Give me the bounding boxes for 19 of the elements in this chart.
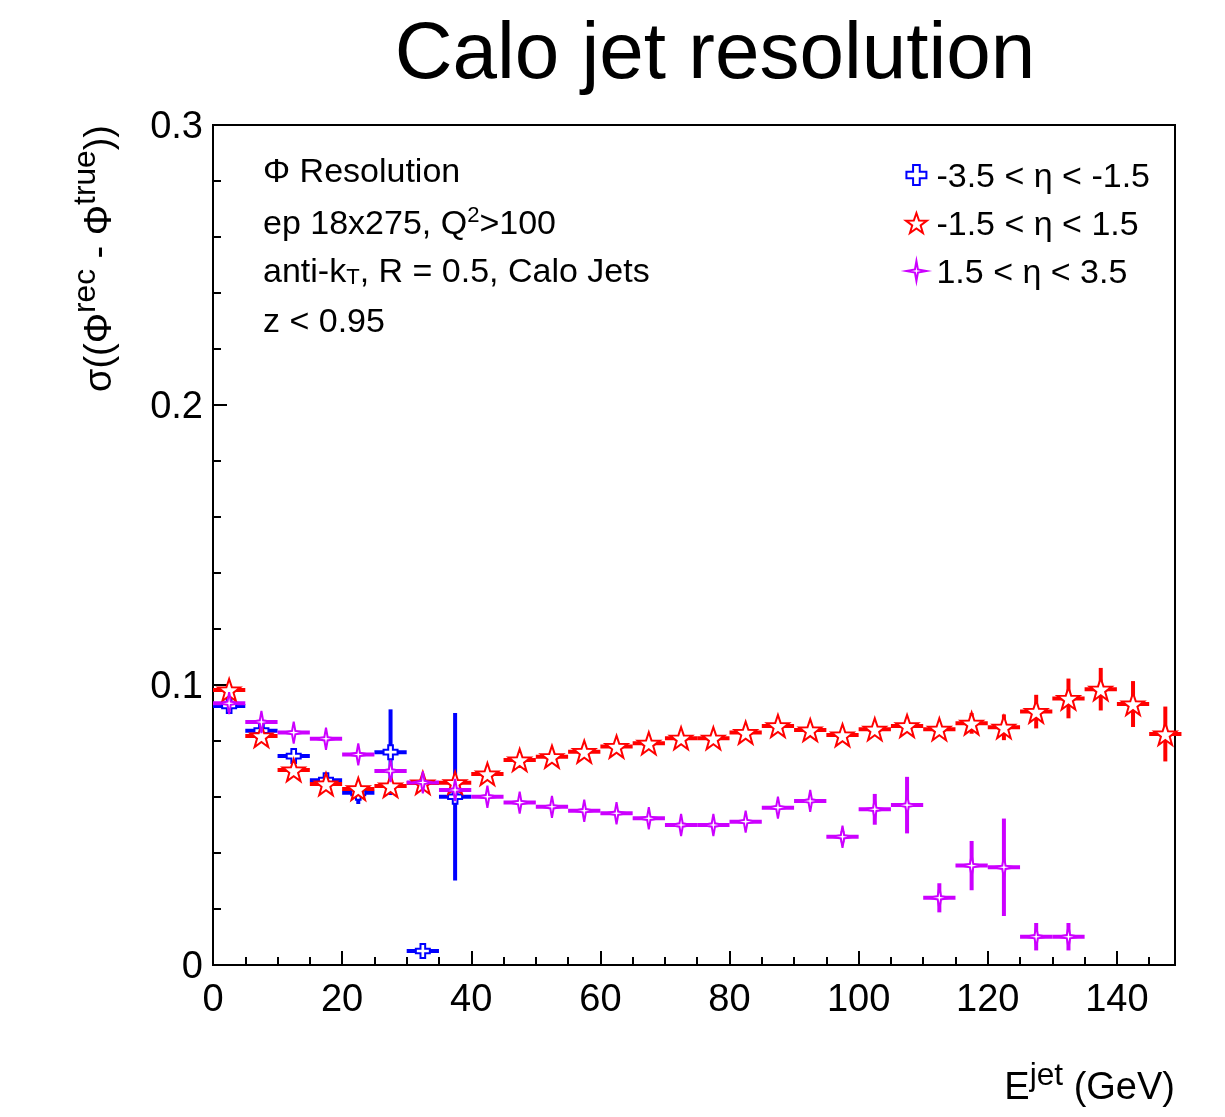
x-tick-label: 60 — [579, 977, 622, 1019]
legend-label: -1.5 < η < 1.5 — [936, 204, 1139, 242]
chart-title: Calo jet resolution — [394, 5, 1036, 95]
x-tick-label: 40 — [450, 977, 493, 1019]
legend-label: 1.5 < η < 3.5 — [936, 252, 1128, 290]
x-tick-label: 80 — [708, 977, 751, 1019]
x-tick-label: 120 — [956, 977, 1020, 1019]
annotation: z < 0.95 — [263, 301, 385, 339]
y-tick-label: 0.1 — [150, 664, 203, 706]
x-tick-label: 140 — [1085, 977, 1149, 1019]
legend-label: -3.5 < η < -1.5 — [936, 156, 1151, 194]
x-tick-label: 20 — [320, 977, 364, 1019]
x-axis-title: E$^{jet}$ (GeV) — [1004, 1055, 1175, 1109]
y-tick-label: 0 — [181, 944, 203, 986]
y-tick-label: 0.3 — [150, 104, 203, 146]
y-tick-label: 0.2 — [150, 384, 203, 426]
annotation: Φ Resolution — [263, 151, 461, 189]
x-tick-label: 100 — [826, 977, 891, 1019]
annotation: anti-kT, R = 0.5, Calo Jets — [263, 251, 650, 289]
